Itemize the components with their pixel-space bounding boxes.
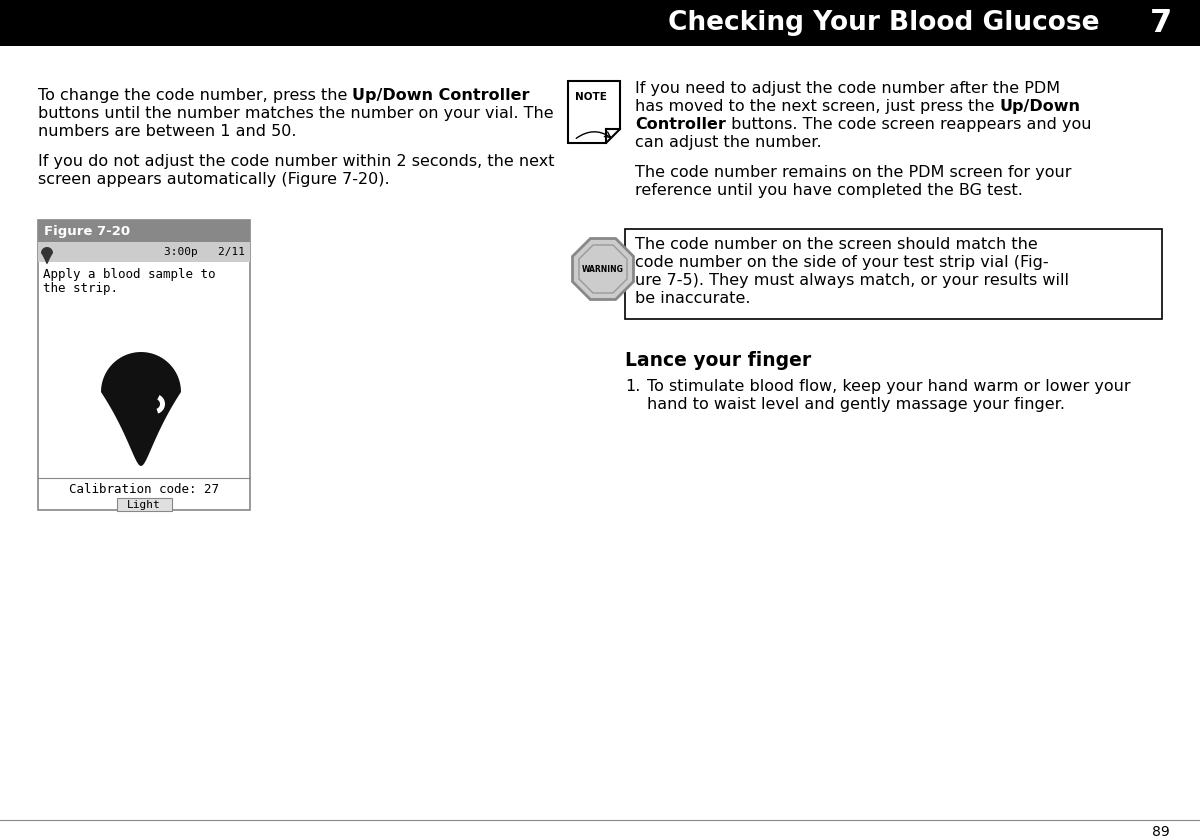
Text: has moved to the next screen, just press the: has moved to the next screen, just press… [635, 99, 1000, 114]
Text: code number on the side of your test strip vial (Fig-: code number on the side of your test str… [635, 255, 1049, 270]
Text: If you need to adjust the code number after the PDM: If you need to adjust the code number af… [635, 81, 1060, 96]
Polygon shape [156, 395, 164, 413]
Text: If you do not adjust the code number within 2 seconds, the next: If you do not adjust the code number wit… [38, 154, 554, 169]
Text: NOTE: NOTE [575, 92, 607, 102]
Text: The code number on the screen should match the: The code number on the screen should mat… [635, 237, 1038, 252]
Text: Figure 7-20: Figure 7-20 [44, 225, 130, 237]
Bar [0, 0, 1200, 46]
Text: To stimulate blood flow, keep your hand warm or lower your: To stimulate blood flow, keep your hand … [647, 379, 1130, 394]
Text: Up/Down Controller: Up/Down Controller [353, 88, 530, 103]
Text: numbers are between 1 and 50.: numbers are between 1 and 50. [38, 124, 296, 139]
Text: the strip.: the strip. [43, 282, 118, 295]
Text: buttons. The code screen reappears and you: buttons. The code screen reappears and y… [726, 117, 1091, 132]
Text: The code number remains on the PDM screen for your: The code number remains on the PDM scree… [635, 165, 1072, 180]
Text: can adjust the number.: can adjust the number. [635, 135, 822, 150]
Text: be inaccurate.: be inaccurate. [635, 291, 750, 306]
Text: ure 7-5). They must always match, or your results will: ure 7-5). They must always match, or you… [635, 273, 1069, 288]
Text: To change the code number, press the: To change the code number, press the [38, 88, 353, 103]
Polygon shape [101, 352, 181, 466]
Text: 3:00p   2/11: 3:00p 2/11 [164, 247, 245, 257]
Polygon shape [578, 245, 628, 293]
Text: reference until you have completed the BG test.: reference until you have completed the B… [635, 183, 1022, 198]
Text: buttons until the number matches the number on your vial. The: buttons until the number matches the num… [38, 106, 553, 121]
Bar [38, 220, 250, 510]
Text: hand to waist level and gently massage your finger.: hand to waist level and gently massage y… [647, 397, 1066, 412]
Text: Light: Light [127, 499, 161, 510]
Bar [38, 220, 250, 242]
Text: Calibration code: 27: Calibration code: 27 [70, 483, 220, 496]
Text: Controller: Controller [635, 117, 726, 132]
Text: 1.: 1. [625, 379, 641, 394]
Text: Lance your finger: Lance your finger [625, 351, 811, 370]
Text: WARNING: WARNING [582, 265, 624, 273]
Text: screen appears automatically (Figure 7-20).: screen appears automatically (Figure 7-2… [38, 172, 390, 187]
Text: Up/Down: Up/Down [1000, 99, 1081, 114]
Bar [116, 498, 172, 511]
Bar [625, 229, 1162, 319]
Polygon shape [568, 81, 620, 143]
Text: Checking Your Blood Glucose: Checking Your Blood Glucose [668, 10, 1100, 36]
Text: 7: 7 [1150, 8, 1172, 39]
Polygon shape [572, 239, 634, 299]
Text: Apply a blood sample to: Apply a blood sample to [43, 268, 216, 281]
Bar [38, 242, 250, 262]
Text: 89: 89 [1152, 825, 1170, 838]
Polygon shape [41, 247, 53, 264]
